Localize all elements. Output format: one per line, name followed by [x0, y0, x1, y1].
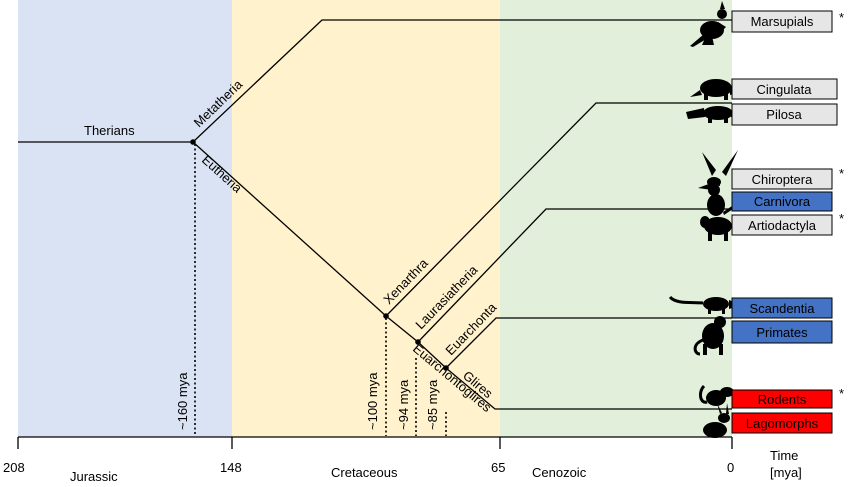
era-band-jurassic — [18, 0, 232, 437]
taxon-box-cingulata: Cingulata — [731, 78, 838, 100]
taxon-label-rodents: Rodents — [758, 392, 807, 407]
taxon-box-rodents: Rodents * — [731, 386, 844, 409]
taxon-box-chiroptera: Chiroptera * — [731, 166, 844, 190]
node-dot-eutheria — [383, 313, 389, 319]
treeshrew-icon — [668, 295, 742, 314]
branch-euarchonta — [445, 317, 732, 369]
branch-eutheria-inner — [385, 315, 419, 343]
sheep-icon — [700, 216, 732, 241]
kangaroo-icon — [690, 1, 727, 47]
taxon-label-primates: Primates — [756, 325, 808, 340]
monkey-icon — [693, 316, 726, 356]
taxon-box-carnivora: Carnivora — [731, 191, 833, 212]
node-dot-therians — [190, 139, 196, 145]
era-label-cretaceous: Cretaceous — [331, 465, 398, 480]
divergence-label-100: ~100 mya — [365, 372, 380, 430]
time-axis — [17, 436, 733, 449]
clade-label-therians: Therians — [84, 123, 135, 138]
rat-icon — [698, 384, 734, 406]
taxon-box-marsupials: Marsupials * — [731, 10, 844, 33]
era-label-cenozoic: Cenozoic — [532, 465, 587, 480]
asterisk-rodents: * — [839, 386, 844, 401]
taxon-label-carnivora: Carnivora — [754, 194, 811, 209]
axis-tick-label-208: 208 — [3, 460, 25, 475]
taxon-label-marsupials: Marsupials — [751, 14, 814, 29]
axis-tick-label-65: 65 — [491, 460, 505, 475]
era-label-jurassic: Jurassic — [70, 469, 118, 484]
taxon-box-lagomorphs: Lagomorphs — [731, 412, 833, 434]
taxon-box-scandentia: Scandentia — [731, 297, 833, 319]
taxon-box-pilosa: Pilosa — [731, 103, 838, 126]
taxon-box-primates: Primates — [731, 320, 833, 344]
axis-time-label: Time — [770, 448, 798, 463]
taxon-label-lagomorphs: Lagomorphs — [746, 416, 819, 431]
divergence-label-160: ~160 mya — [175, 372, 190, 430]
branch-eutheria — [192, 141, 387, 317]
branch-laurasiatheria — [417, 208, 732, 343]
taxon-label-scandentia: Scandentia — [749, 301, 815, 316]
taxon-label-artiodactyla: Artiodactyla — [748, 218, 817, 233]
era-band-cenozoic — [500, 0, 732, 437]
asterisk-marsupials: * — [839, 10, 844, 25]
taxon-box-artiodactyla: Artiodactyla * — [731, 211, 844, 236]
node-dot-euarchontoglires — [443, 365, 449, 371]
taxon-label-chiroptera: Chiroptera — [752, 172, 813, 187]
era-band-cretaceous — [232, 0, 500, 437]
divergence-label-85: ~85 mya — [425, 379, 440, 430]
cat-icon — [707, 179, 733, 216]
branch-glires — [445, 367, 732, 410]
rabbit-icon — [703, 403, 730, 438]
divergence-label-94: ~94 mya — [396, 379, 411, 430]
branch-metatheria — [192, 19, 732, 143]
tree-branches — [18, 19, 732, 410]
taxon-label-cingulata: Cingulata — [757, 82, 813, 97]
branch-euarchontoglires — [417, 341, 447, 369]
axis-unit-label: [mya] — [770, 465, 802, 480]
node-dot-boreoeutheria — [415, 339, 421, 345]
branch-xenarthra — [385, 102, 732, 317]
taxon-label-pilosa: Pilosa — [766, 107, 802, 122]
asterisk-artiodactyla: * — [839, 211, 844, 226]
asterisk-chiroptera: * — [839, 166, 844, 181]
axis-tick-label-148: 148 — [220, 460, 242, 475]
axis-tick-label-0: 0 — [727, 460, 734, 475]
